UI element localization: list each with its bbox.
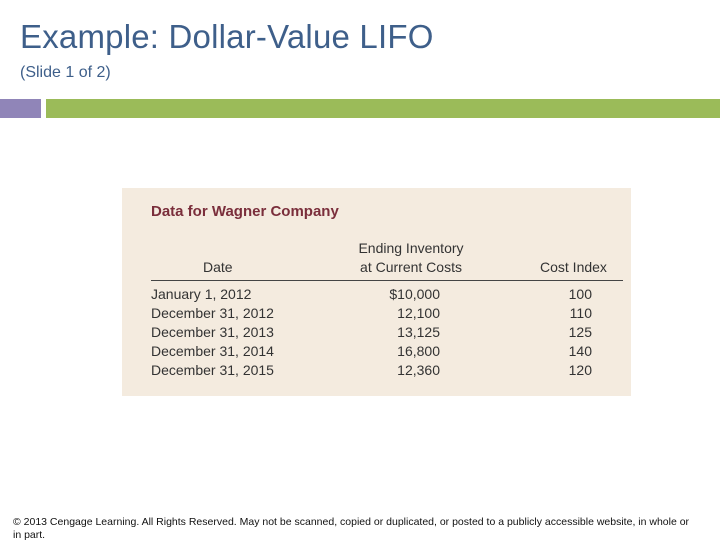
cell-date: December 31, 2013 bbox=[151, 324, 274, 340]
column-header-inventory-line1: Ending Inventory bbox=[358, 240, 464, 256]
slide-title: Example: Dollar-Value LIFO bbox=[20, 18, 434, 55]
table-title: Data for Wagner Company bbox=[151, 203, 339, 220]
cell-inventory: $10,000 bbox=[389, 286, 440, 302]
data-table-panel: Data for Wagner Company Date Ending Inve… bbox=[122, 188, 631, 396]
table-row: December 31, 2012 12,100 110 bbox=[122, 304, 631, 323]
cell-inventory: 12,100 bbox=[397, 305, 440, 321]
table-row: January 1, 2012 $10,000 100 bbox=[122, 285, 631, 304]
cell-inventory: 13,125 bbox=[397, 324, 440, 340]
cell-inventory: 12,360 bbox=[397, 362, 440, 378]
header-divider bbox=[151, 280, 623, 281]
cell-date: December 31, 2012 bbox=[151, 305, 274, 321]
cell-cost-index: 125 bbox=[568, 324, 592, 340]
copyright-footer: © 2013 Cengage Learning. All Rights Rese… bbox=[13, 516, 690, 541]
table-row: December 31, 2015 12,360 120 bbox=[122, 361, 631, 380]
column-header-inventory: Ending Inventory at Current Costs bbox=[348, 239, 474, 277]
cell-cost-index: 100 bbox=[568, 286, 592, 302]
cell-date: December 31, 2014 bbox=[151, 343, 274, 359]
slide-subtitle: (Slide 1 of 2) bbox=[20, 64, 111, 81]
cell-inventory: 16,800 bbox=[397, 343, 440, 359]
cell-cost-index: 140 bbox=[568, 343, 592, 359]
accent-bar-right bbox=[46, 99, 720, 118]
cell-date: January 1, 2012 bbox=[151, 286, 252, 302]
cell-cost-index: 120 bbox=[568, 362, 592, 378]
column-header-date: Date bbox=[203, 259, 233, 275]
table-body: January 1, 2012 $10,000 100 December 31,… bbox=[122, 285, 631, 380]
accent-bar-left bbox=[0, 99, 41, 118]
column-header-inventory-line2: at Current Costs bbox=[360, 259, 462, 275]
cell-date: December 31, 2015 bbox=[151, 362, 274, 378]
table-row: December 31, 2014 16,800 140 bbox=[122, 342, 631, 361]
cell-cost-index: 110 bbox=[569, 305, 592, 321]
column-header-cost-index: Cost Index bbox=[540, 259, 607, 275]
table-row: December 31, 2013 13,125 125 bbox=[122, 323, 631, 342]
